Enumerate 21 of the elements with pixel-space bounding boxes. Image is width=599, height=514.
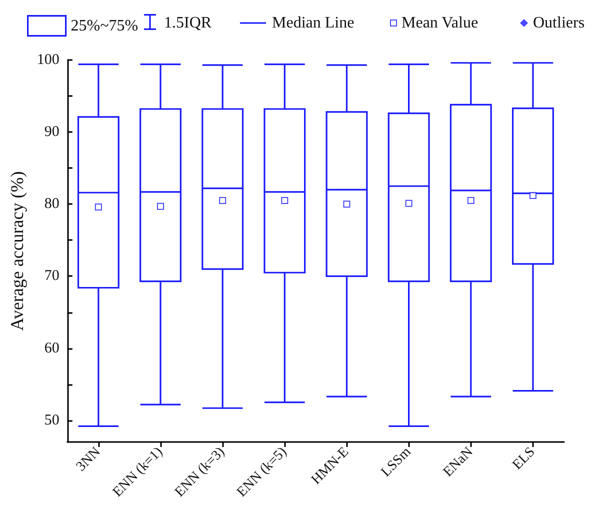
legend-label: Mean Value: [402, 14, 478, 32]
point: [94, 204, 102, 211]
y-tick-label: 60: [44, 340, 60, 356]
point: [281, 197, 288, 204]
text: Median Line: [272, 14, 354, 32]
point: [529, 192, 536, 199]
point: [405, 200, 412, 207]
y-tick-label: 50: [44, 412, 60, 428]
point: [343, 200, 350, 208]
y-tick-label: 80: [44, 196, 60, 212]
y-tick-label: 100: [36, 52, 60, 68]
y-axis-title: Average accuracy (%): [7, 171, 27, 331]
point: [467, 197, 474, 204]
point: [157, 202, 164, 210]
legend-label: 25%~75%: [70, 17, 138, 34]
y-tick-label: 90: [44, 124, 60, 140]
y-tick-label: 70: [44, 268, 60, 284]
x-tick-label: ELS: [510, 444, 538, 473]
text: 1.5IQR: [164, 14, 212, 32]
point: [219, 197, 226, 204]
legend-label: Outliers: [533, 14, 585, 32]
